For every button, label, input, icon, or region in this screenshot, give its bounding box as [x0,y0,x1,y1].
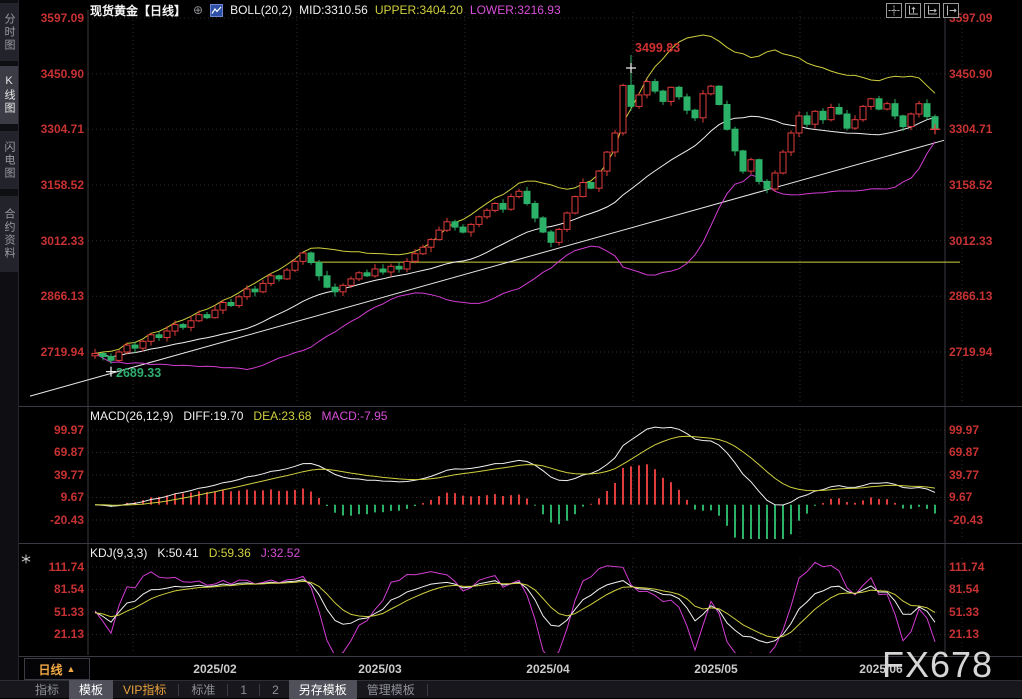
tab-standard[interactable]: 标准 [191,683,216,697]
zoom-axis-horizontal-icon[interactable] [924,3,940,18]
price-tick: 3158.52 [949,178,993,192]
macd-tick: 39.77 [53,468,84,482]
instrument-title: 现货黄金【日线】 [90,3,187,18]
macd-header: MACD(26,12,9) DIFF:19.70 DEA:23.68 MACD:… [90,409,387,423]
period-label: 日线 [38,662,63,677]
boll-lower-value: LOWER:3216.93 [469,3,561,17]
kdj-tick: 51.33 [53,605,84,619]
macd-tick: 39.77 [949,468,980,482]
price-tick: 3304.71 [40,122,84,136]
macd-tick: 99.97 [53,423,84,437]
kdj-tick: 51.33 [949,605,980,619]
macd-tick: 69.87 [949,445,980,459]
y-axis-right: 3597.09 3450.90 3304.71 3158.52 3012.33 … [949,0,1019,656]
chart-header: 现货黄金【日线】 ⊕ BOLL(20,2) MID:3310.56 UPPER:… [90,2,561,18]
price-tick: 3012.33 [949,234,993,248]
kdj-tick: 111.74 [48,560,84,574]
crosshair-move-icon[interactable] [886,3,902,18]
tab-indicators[interactable]: 指标 [35,683,60,697]
tab-templates[interactable]: 模板 [69,680,114,699]
price-tick: 2719.94 [40,345,84,359]
tab-slot-1[interactable]: 1 [240,682,248,697]
boll-mid-value: MID:3310.56 [299,3,368,17]
pan-right-icon[interactable] [943,3,959,18]
price-tick: 3012.33 [40,234,84,248]
kdj-k-value: K:50.41 [157,546,199,560]
price-tick: 3450.90 [949,67,993,81]
tab-separator [426,683,428,696]
bottom-tab-bar: 指标 模板 VIP指标 标准 1 2 另存模板 管理模板 [0,680,1022,699]
price-tick: 3450.90 [40,67,84,81]
price-tick: 3304.71 [949,122,993,136]
price-tick: 2719.94 [949,345,993,359]
macd-diff-value: DIFF:19.70 [183,409,244,423]
tab-slot-2[interactable]: 2 [272,682,279,697]
high-price-annotation: 3499.83 [635,41,681,55]
tab-save-template[interactable]: 另存模板 [288,680,357,699]
macd-tick: -20.43 [49,513,84,527]
tab-vip-indicators[interactable]: VIP指标 [123,683,167,697]
period-selector[interactable]: 日线 ▲ [24,658,90,680]
macd-tick: 9.67 [60,490,84,504]
price-tick: 2866.13 [949,289,993,303]
kdj-header: KDJ(9,3,3) K:50.41 D:59.36 J:32.52 [90,546,300,560]
date-label: 2025/04 [526,662,570,676]
date-label: 2025/02 [193,662,237,676]
price-tick: 3158.52 [40,178,84,192]
kdj-tick: 81.54 [949,582,980,596]
date-label: 2025/03 [358,662,402,676]
boll-upper-value: UPPER:3404.20 [374,3,463,17]
price-tick: 3597.09 [949,11,993,25]
date-label: 2025/06 [859,662,903,676]
tab-manage-templates[interactable]: 管理模板 [366,683,415,697]
kdj-j-value: J:32.52 [260,546,301,560]
boll-indicator-label: BOLL(20,2) [230,3,293,17]
kdj-tick: 111.74 [949,560,985,574]
macd-macd-value: MACD:-7.95 [321,409,388,423]
sidebar-tab-kline-chart[interactable]: K线图 [0,66,18,124]
kdj-d-value: D:59.36 [208,546,251,560]
kdj-tick: 21.13 [949,627,980,641]
expand-icon[interactable]: ⊕ [193,3,204,17]
kdj-settings-icon[interactable] [21,551,31,569]
sidebar-tab-lightning-chart[interactable]: 闪电图 [0,131,18,189]
chart-toolbar [886,3,959,18]
kdj-name: KDJ(9,3,3) [90,546,148,560]
sidebar-tab-time-chart[interactable]: 分时图 [0,3,18,61]
tab-separator [178,683,180,696]
tab-separator [259,683,261,696]
macd-dea-value: DEA:23.68 [253,409,312,423]
macd-name: MACD(26,12,9) [90,409,174,423]
macd-tick: 69.87 [53,445,84,459]
macd-tick: 99.97 [949,423,980,437]
zoom-axis-vertical-icon[interactable] [905,3,921,18]
low-price-annotation: 2689.33 [116,366,162,380]
kdj-tick: 81.54 [53,582,84,596]
date-label: 2025/05 [694,662,738,676]
kdj-tick: 21.13 [53,627,84,641]
macd-tick: -20.43 [949,513,984,527]
mini-chart-icon[interactable] [210,3,224,17]
sidebar-tab-contract-info[interactable]: 合约资料 [0,196,18,272]
fx678-watermark: FX678 [882,644,994,685]
price-tick: 3597.09 [40,11,84,25]
y-axis-left: 3597.09 3450.90 3304.71 3158.52 3012.33 … [20,0,84,656]
sidebar: 分时图 K线图 闪电图 合约资料 [0,0,19,698]
tab-separator [227,683,229,696]
period-up-arrow-icon: ▲ [66,664,76,674]
macd-tick: 9.67 [949,490,973,504]
price-tick: 2866.13 [40,289,84,303]
